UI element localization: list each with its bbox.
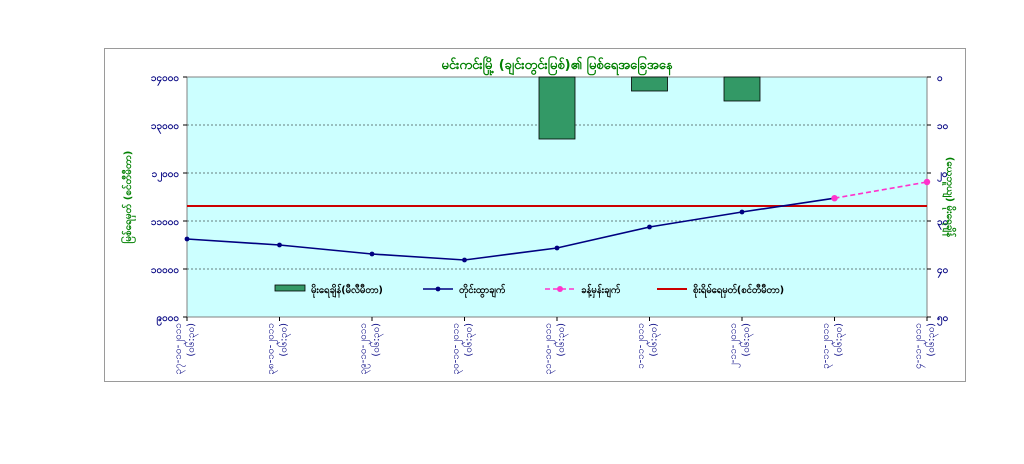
forecast-point (923, 178, 931, 186)
right-axis-tick-label: ၂၀ (937, 169, 948, 183)
left-axis-tick-label: ၁၀၀၀၀ (151, 265, 179, 276)
legend-swatch-rainfall (274, 284, 306, 292)
x-axis-time-label: (၀၆:၃၀) (924, 323, 939, 357)
rainfall-bar (631, 76, 668, 92)
x-axis-date-label: ၃၇-၁၀-၂၀၁၁ (173, 323, 186, 375)
observed-point (184, 236, 190, 242)
x-axis-time-label: (၀၆:၃၀) (369, 323, 384, 357)
observed-point (739, 209, 745, 215)
x-axis-date-label: ၃-၁၁-၂၀၁၁ (821, 323, 834, 369)
x-axis-date-label: ၄-၁၁-၂၀၁၁ (913, 323, 926, 369)
left-axis-title: မြစ်ရေမှတ် (စင်တီမီတာ) (120, 151, 137, 244)
chart-title: မင်းကင်းမြို့ (ချင်းတွင်းမြစ်)၏ မြစ်ရေအခ… (441, 55, 673, 76)
x-axis-date-label: ၃၀-၁၀-၂၀၁၁ (451, 323, 464, 375)
x-axis-time-label: (၀၆:၃၀) (277, 323, 292, 357)
right-axis-tick-label: ၁၀ (937, 121, 948, 132)
right-axis-title: (ယေဘူယျ) မိုးရေချိန် (941, 157, 957, 237)
left-axis-tick-label: ၁၃၀၀၀ (151, 121, 179, 135)
rainfall-bar (723, 76, 761, 102)
chart-frame: မင်းကင်းမြို့ (ချင်းတွင်းမြစ်)၏ မြစ်ရေအခ… (104, 48, 966, 382)
observed-line (186, 197, 835, 261)
left-axis-tick-label: ၁၂၀၀၀ (152, 169, 179, 183)
water-level-chart: မင်းကင်းမြို့ (ချင်းတွင်းမြစ်)၏ မြစ်ရေအခ… (120, 55, 957, 375)
x-axis-date-label: ၂-၁၁-၂၀၁၁ (728, 323, 741, 368)
legend-label-observed: တိုင်းထွာချက် (459, 285, 506, 298)
x-axis-time-label: (၀၆:၃၀) (462, 323, 477, 357)
observed-point (277, 242, 282, 248)
legend-marker-observed (435, 286, 441, 292)
x-axis-date-label: ၁-၁၁-၂၀၁၁ (636, 323, 649, 369)
x-axis-time-label: (၀၆:၃၀) (739, 323, 754, 357)
left-axis-tick-label: ၁၄၀၀၀ (151, 73, 179, 87)
observed-point (369, 251, 375, 257)
rainfall-bar (538, 76, 576, 140)
legend-label-danger: စိုးရိမ်ရေမှတ်(စင်တီမီတာ) (693, 285, 784, 298)
observed-point (554, 245, 560, 251)
legend-marker-forecast (557, 286, 563, 292)
observed-point (462, 257, 467, 263)
right-axis-tick-label: ၅၀ (937, 313, 948, 327)
left-axis-tick-label: ၉၀၀၀ (157, 313, 180, 327)
forecast-point (831, 195, 838, 202)
legend-label-rainfall: မိုးရေချိန်(မီလီမီတာ) (311, 285, 383, 298)
left-axis-tick-label: ၁၁၀၀၀ (151, 217, 179, 228)
observed-point (647, 224, 652, 230)
right-axis-tick-label: ၄၀ (937, 265, 948, 279)
right-axis-tick-label: ၀ (937, 73, 943, 84)
right-axis-tick-label: ၃၀ (937, 217, 948, 231)
x-axis-date-label: ၃၉-၁၀-၂၀၁၁ (358, 323, 371, 375)
legend-label-forecast: ခန့်မှန်းချက် (581, 285, 621, 298)
x-axis-date-label: ၃၈-၁၀-၂၀၁၁ (266, 323, 279, 375)
x-axis-date-label: ၃၁-၁၀-၂၀၁၁ (543, 323, 556, 375)
x-axis-time-label: (၀၆:၃၀) (832, 323, 847, 357)
x-axis-time-label: (၀၆:၃၀) (184, 323, 199, 357)
x-axis-time-label: (၀၆:၃၀) (554, 323, 569, 357)
x-axis-time-label: (၀၆:၃၀) (647, 323, 662, 357)
